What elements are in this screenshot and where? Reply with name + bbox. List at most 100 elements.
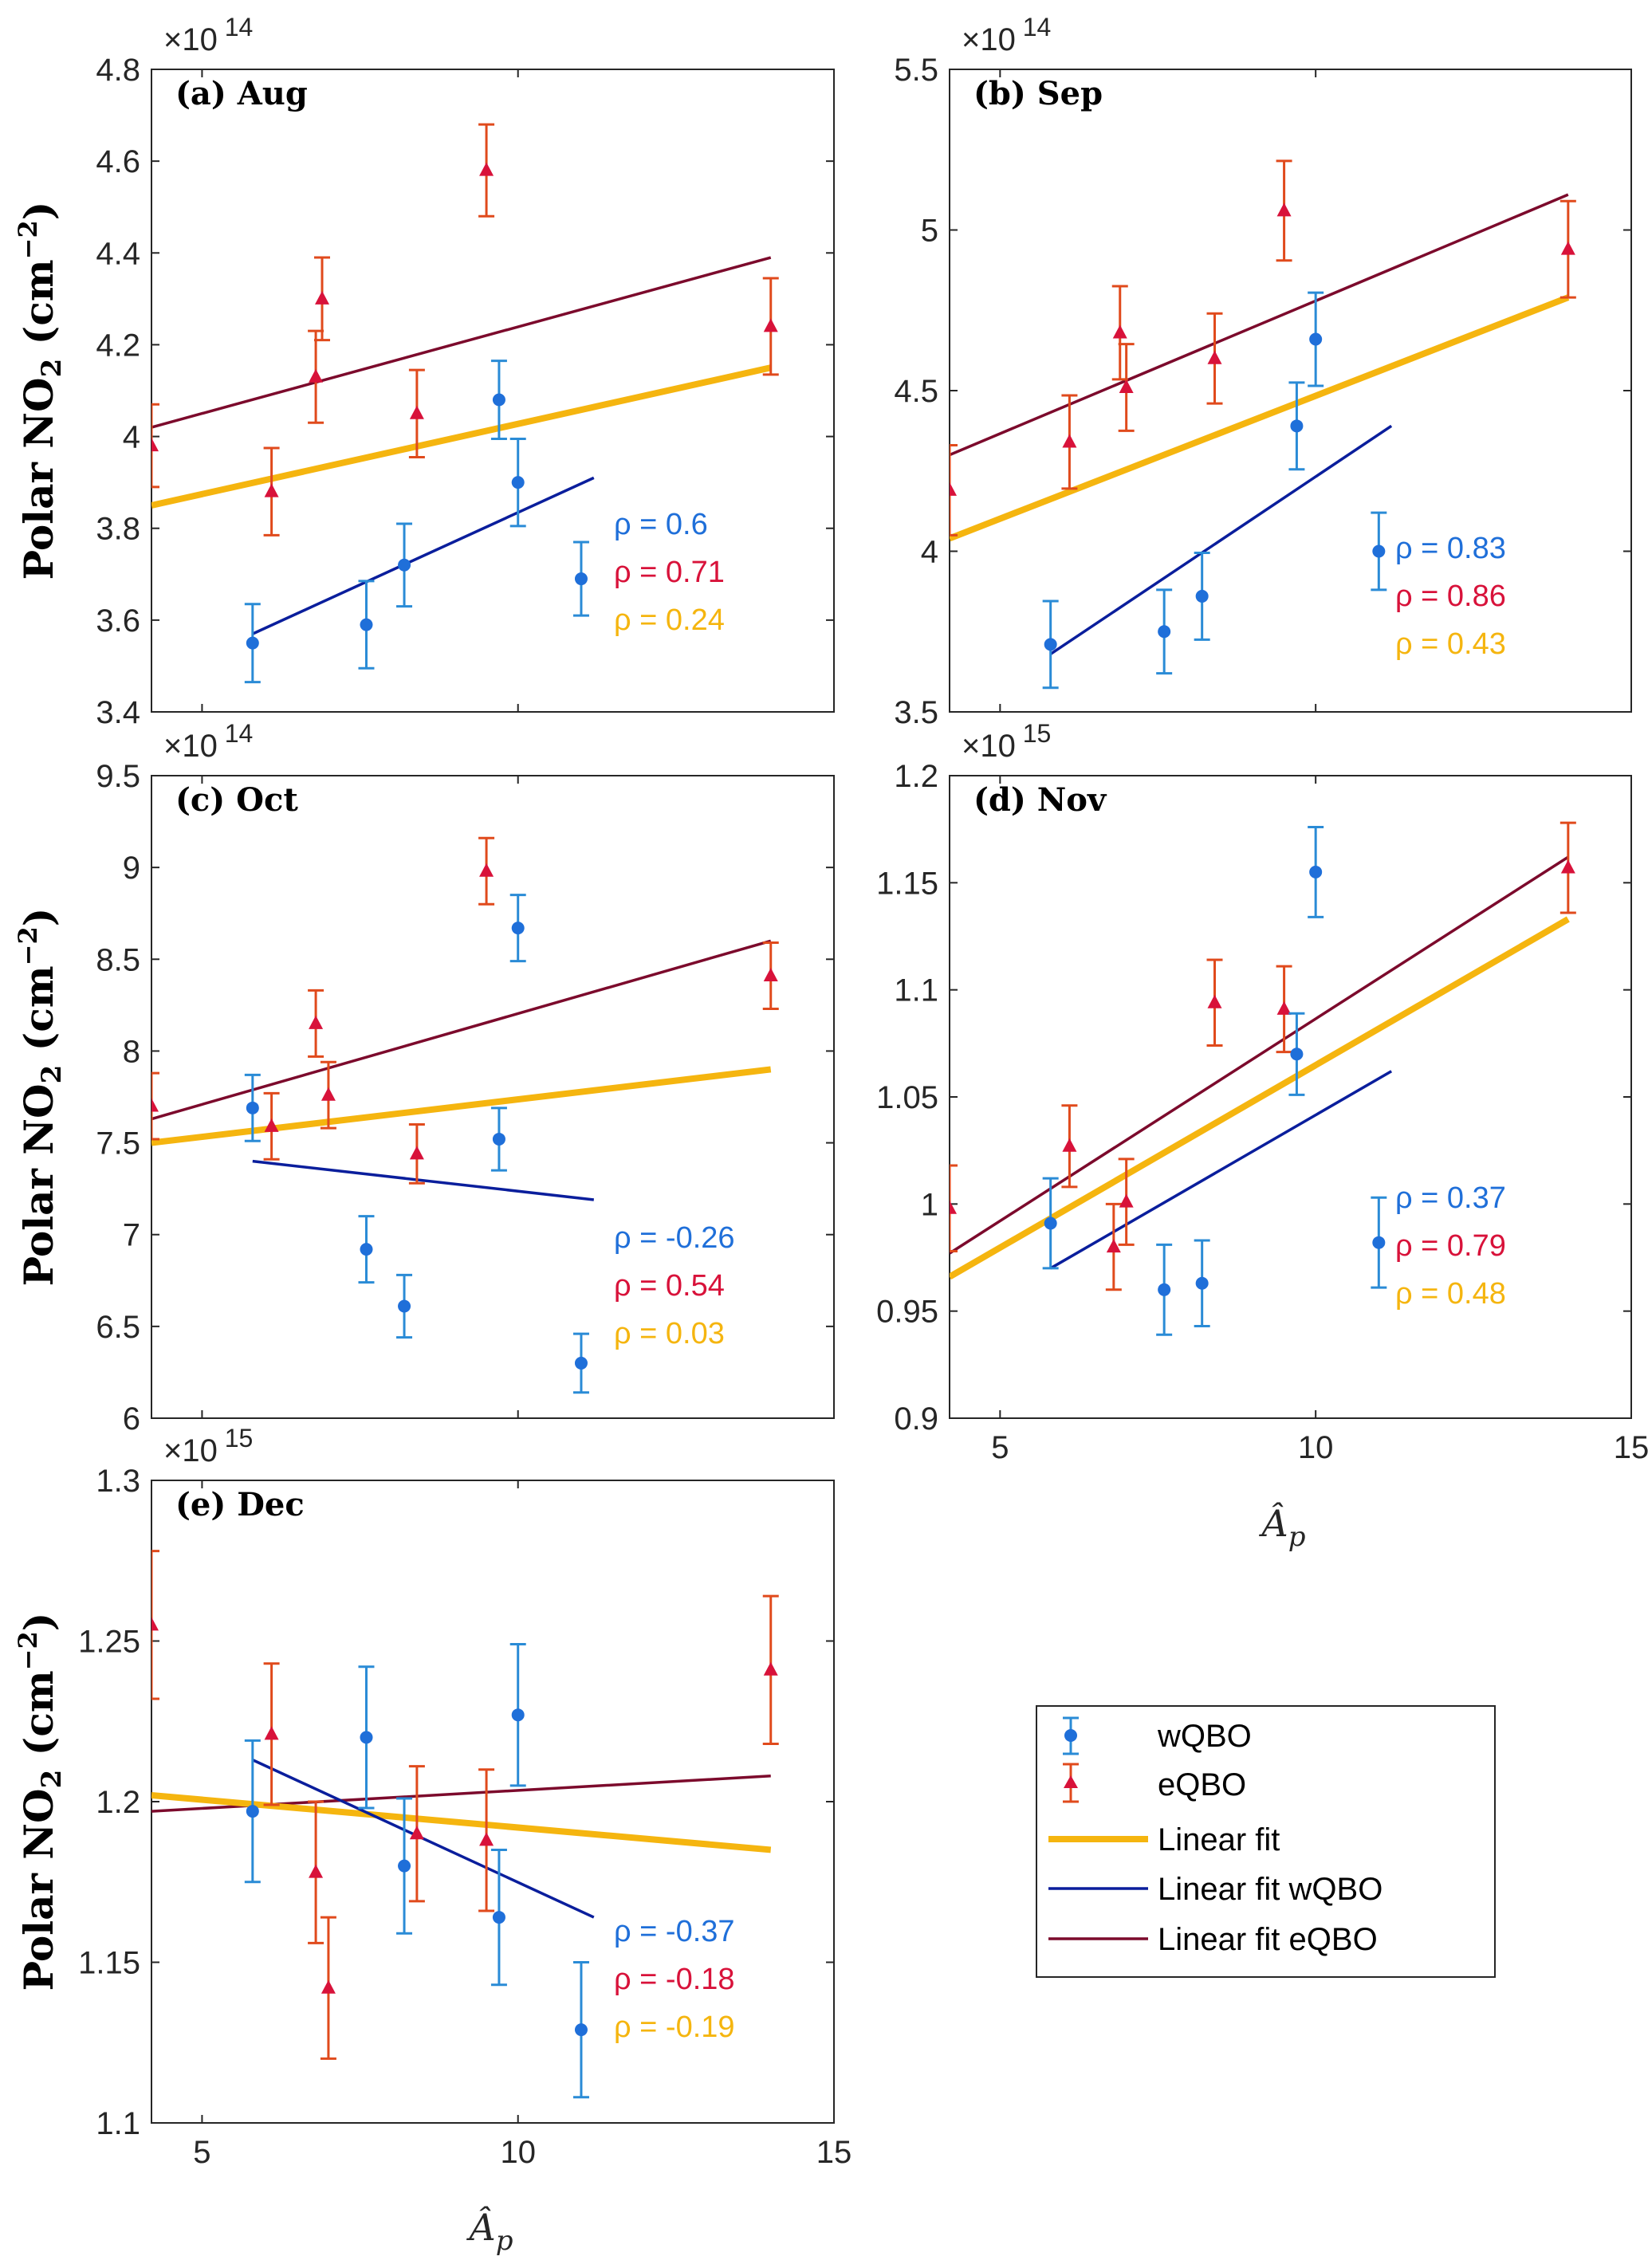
y-tick-label: 9: [123, 851, 140, 886]
y-tick-label: 7.5: [96, 1126, 140, 1162]
legend-item-wqbo: wQBO: [1063, 1716, 1252, 1755]
fit-line: [151, 1791, 772, 1853]
y-tick-label: 3.8: [96, 512, 140, 547]
y-tick-label: 5.5: [894, 53, 938, 88]
rho-all: ρ = 0.24: [614, 603, 725, 637]
wqbo-point: [1372, 1236, 1386, 1249]
y-tick-label: 4.2: [96, 328, 140, 363]
exponent-label: ×10 15: [962, 719, 1051, 764]
rho-wqbo: ρ = -0.26: [614, 1221, 735, 1255]
rho-eqbo: ρ = 0.86: [1395, 580, 1506, 613]
svg-text:Polar NO2 (cm−2): Polar NO2 (cm−2): [13, 908, 68, 1287]
legend-wqbo-marker: [1064, 1729, 1077, 1742]
y-tick-label: 3.6: [96, 603, 140, 639]
wqbo-point: [360, 1243, 373, 1256]
y-tick-label: 0.95: [876, 1295, 938, 1330]
eqbo-point: [321, 1979, 336, 1994]
x-axis-label-d: Âp: [1259, 1501, 1306, 1553]
eqbo-point: [264, 1118, 279, 1132]
wqbo-point: [246, 636, 259, 650]
fit-wqbo-line: [1049, 424, 1393, 655]
legend-item-fit-eqbo: Linear fit eQBO: [1048, 1922, 1378, 1957]
legend-eqbo-label: eQBO: [1158, 1767, 1246, 1802]
wqbo-point: [511, 1708, 525, 1722]
exponent-label: ×10 14: [163, 719, 253, 764]
legend: wQBO eQBO Linear fit Linear fit wQBO Lin…: [1036, 1705, 1496, 1978]
fit-eqbo-line: [151, 256, 772, 429]
wqbo-point: [1309, 332, 1323, 346]
plot-area: [151, 1550, 779, 2099]
eqbo-point: [763, 1661, 778, 1676]
panels: 3.4 3.6 3.8 4 4.2 4.4 4.6 4.8 ×10 14 (a) Aug ρ = 0…: [78, 13, 1648, 2170]
wqbo-point: [574, 2023, 588, 2037]
rho-all: ρ = -0.19: [614, 2011, 735, 2044]
panel-1: 3.5 4 4.5 5 5.5 ×10 14 (b) Sep ρ = 0.83 ρ = 0.86…: [894, 13, 1632, 730]
wqbo-point: [511, 476, 525, 489]
eqbo-point: [1276, 202, 1292, 217]
wqbo-point: [360, 1731, 373, 1744]
y-tick-label: 1.1: [96, 2106, 140, 2141]
eqbo-point: [1062, 1138, 1077, 1152]
y-tick-label: 3.5: [894, 695, 938, 730]
wqbo-point: [492, 393, 505, 407]
wqbo-point: [246, 1805, 259, 1818]
panel-3: 0.9 0.95 1 1.05 1.1 1.15 1.2 5 10 15 ×10 15 (d) Nov…: [876, 719, 1648, 1465]
wqbo-point: [1372, 544, 1386, 558]
y-tick-label: 3.4: [96, 695, 140, 730]
wqbo-point: [1044, 1217, 1057, 1230]
panel-label: (d) Nov: [973, 781, 1107, 819]
exponent-label: ×10 15: [163, 1424, 253, 1468]
y-tick-label: 1.2: [96, 1785, 140, 1820]
panel-2: 6 6.5 7 7.5 8 8.5 9 9.5 ×10 14 (c) Oct ρ = -0.26 ρ …: [96, 719, 835, 1437]
wqbo-point: [511, 922, 525, 935]
wqbo-point: [246, 1101, 259, 1114]
wqbo-point: [1309, 865, 1323, 879]
exponent-label: ×10 14: [962, 13, 1051, 57]
wqbo-point: [398, 558, 411, 572]
y-tick-label: 1: [921, 1187, 938, 1222]
wqbo-point: [492, 1132, 505, 1146]
eqbo-point: [321, 1087, 336, 1101]
svg-text:Polar NO2 (cm−2): Polar NO2 (cm−2): [13, 202, 68, 580]
panel-label: (b) Sep: [973, 75, 1103, 112]
eqbo-point: [479, 863, 494, 877]
eqbo-point: [1207, 350, 1222, 364]
y-tick-label: 7: [123, 1218, 140, 1253]
panel-4: 1.1 1.15 1.2 1.25 1.3 5 10 15 ×10 15 (e) Dec ρ = -…: [78, 1424, 852, 2170]
eqbo-point: [479, 162, 494, 176]
x-axis-label-e: Âp: [466, 2205, 513, 2257]
eqbo-point: [409, 1146, 424, 1160]
rho-wqbo: ρ = 0.6: [614, 508, 708, 541]
eqbo-point: [1276, 1000, 1292, 1015]
x-tick-label: 15: [816, 2135, 852, 2170]
legend-fit-eqbo-label: Linear fit eQBO: [1158, 1922, 1378, 1957]
fit-eqbo-line: [950, 193, 1569, 457]
wqbo-point: [1158, 1283, 1171, 1296]
x-tick-label: 10: [1298, 1430, 1334, 1465]
fit-line: [950, 916, 1570, 1280]
eqbo-point: [1119, 1193, 1134, 1208]
wqbo-point: [1044, 638, 1057, 651]
eqbo-point: [1119, 379, 1134, 393]
y-tick-label: 1.2: [894, 759, 938, 794]
eqbo-point: [309, 368, 324, 383]
panel-label: (e) Dec: [175, 1486, 305, 1523]
axes-box: [949, 775, 1632, 1419]
eqbo-point: [950, 482, 957, 496]
x-tick-label: 15: [1614, 1430, 1648, 1465]
fit-eqbo-line: [151, 939, 772, 1121]
y-tick-label: 1.1: [894, 973, 938, 1008]
y-tick-label: 8.5: [96, 942, 140, 977]
y-tick-label: 5: [921, 214, 938, 249]
fit-eqbo-line: [950, 855, 1569, 1255]
legend-item-fit-wqbo: Linear fit wQBO: [1048, 1872, 1383, 1907]
eqbo-point: [1207, 994, 1222, 1008]
y-tick-label: 4.6: [96, 144, 140, 179]
legend-fit-label: Linear fit: [1158, 1822, 1280, 1857]
rho-wqbo: ρ = 0.83: [1395, 532, 1506, 565]
wqbo-point: [360, 618, 373, 631]
panel-0: 3.4 3.6 3.8 4 4.2 4.4 4.6 4.8 ×10 14 (a) Aug ρ = 0…: [96, 13, 835, 730]
y-axis-label-row3: Polar NO2 (cm−2): [13, 1613, 68, 1991]
eqbo-point: [309, 1864, 324, 1878]
